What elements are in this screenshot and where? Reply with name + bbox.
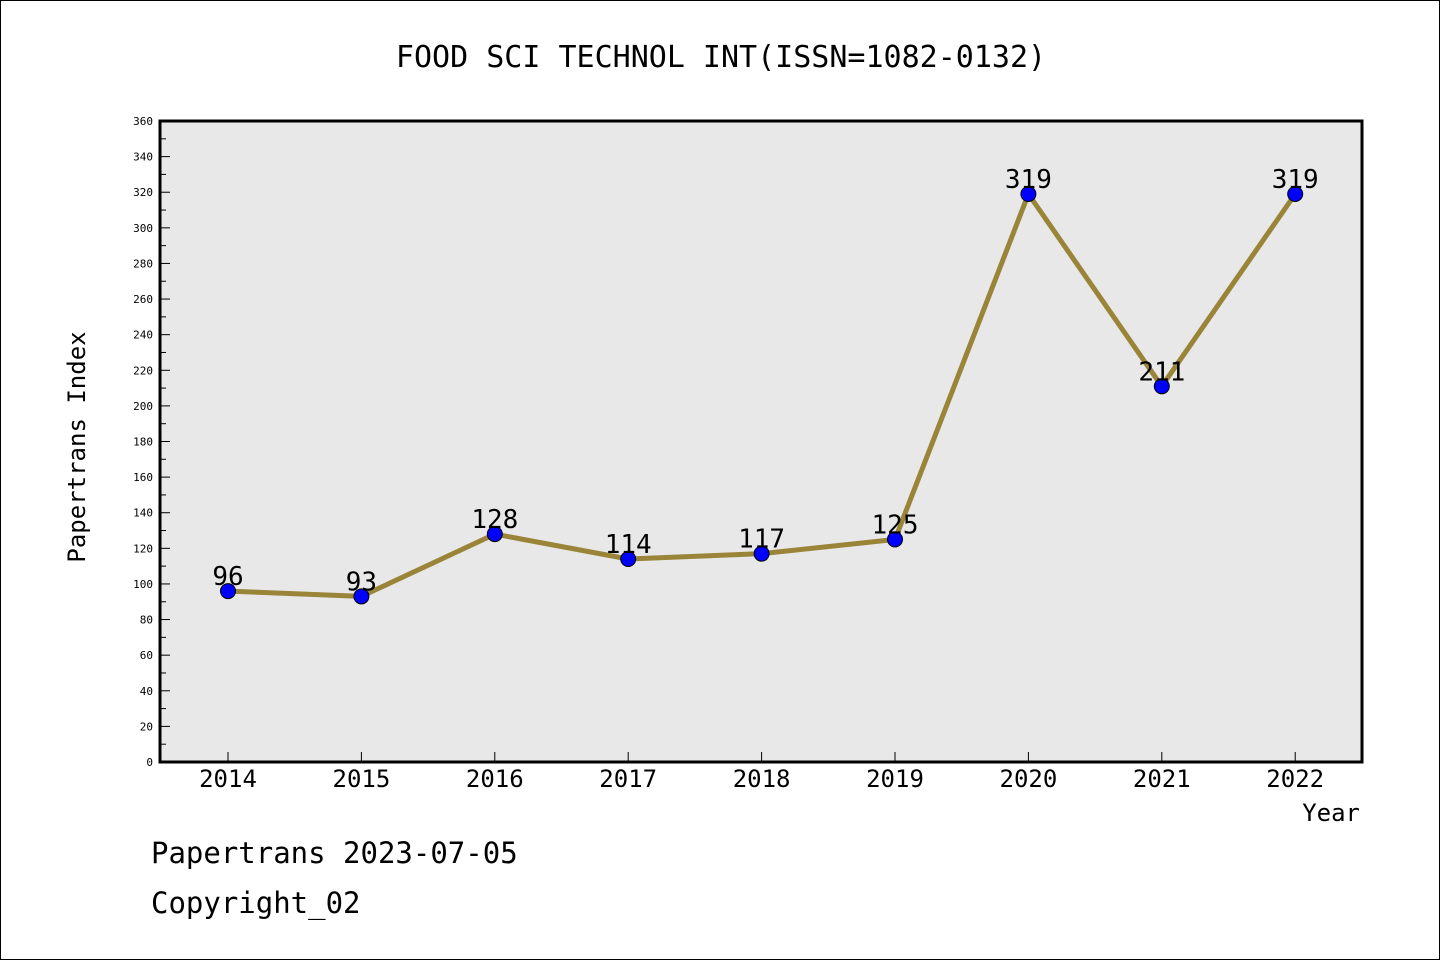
footer-copyright-text: Copyright_02 [151, 886, 361, 920]
x-tick-label: 2020 [1000, 765, 1058, 793]
data-point [353, 588, 370, 605]
data-label: 93 [346, 567, 377, 597]
y-tick-label: 140 [133, 507, 153, 520]
y-axis-ticks: 0 20 40 60 80 100 120 140 160 180 200 220 240 260 280 3… [133, 115, 170, 769]
y-tick-label: 300 [133, 222, 153, 235]
y-tick-label: 40 [140, 685, 153, 698]
y-tick-label: 260 [133, 293, 153, 306]
y-tick-label: 240 [133, 329, 153, 342]
y-tick-label: 280 [133, 257, 153, 270]
data-label: 319 [1272, 165, 1319, 195]
data-label: 114 [605, 530, 652, 560]
y-tick-label: 100 [133, 578, 153, 591]
x-tick-label: 2015 [333, 765, 391, 793]
y-tick-label: 180 [133, 436, 153, 449]
data-label: 117 [738, 525, 785, 555]
x-tick-label: 2014 [199, 765, 257, 793]
data-label: 125 [872, 510, 919, 540]
chart-title: FOOD SCI TECHNOL INT(ISSN=1082-0132) [396, 40, 1046, 75]
y-tick-label: 60 [140, 649, 153, 662]
plot-area [158, 119, 1364, 764]
data-label: 96 [212, 562, 243, 592]
y-tick-label: 320 [133, 186, 153, 199]
x-tick-label: 2019 [866, 765, 924, 793]
data-label: 319 [1005, 165, 1052, 195]
data-point [887, 531, 903, 548]
data-markers [220, 186, 1304, 605]
y-tick-label: 360 [133, 115, 153, 128]
y-tick-label: 120 [133, 542, 153, 555]
data-point [1020, 186, 1037, 203]
data-point [1153, 378, 1170, 395]
data-point [620, 551, 637, 568]
y-tick-label: 160 [133, 471, 153, 484]
footer-date-text: Papertrans 2023-07-05 [151, 836, 518, 870]
y-tick-label: 80 [140, 614, 153, 627]
data-labels: 96 93 128 114 117 125 319 211 319 [212, 165, 1318, 597]
x-tick-label: 2018 [733, 765, 791, 793]
data-label: 211 [1138, 357, 1185, 387]
y-tick-label: 20 [140, 720, 153, 733]
y-tick-label: 200 [133, 400, 153, 413]
data-point [1287, 186, 1304, 203]
data-point [753, 545, 770, 562]
data-label: 128 [471, 505, 518, 535]
data-point [486, 526, 503, 543]
y-tick-label: 340 [133, 151, 153, 164]
y-tick-label: 220 [133, 364, 153, 377]
y-axis-label: Papertrans Index [63, 331, 91, 562]
x-axis-label: Year [1302, 799, 1360, 827]
x-tick-label: 2016 [466, 765, 524, 793]
x-tick-label: 2021 [1133, 765, 1191, 793]
x-axis-ticks: 2014 2015 2016 2017 2018 2019 2020 2021 2022 [199, 752, 1324, 793]
x-tick-label: 2017 [599, 765, 657, 793]
x-tick-label: 2022 [1266, 765, 1324, 793]
data-point [220, 583, 236, 600]
y-tick-label: 0 [146, 756, 153, 769]
